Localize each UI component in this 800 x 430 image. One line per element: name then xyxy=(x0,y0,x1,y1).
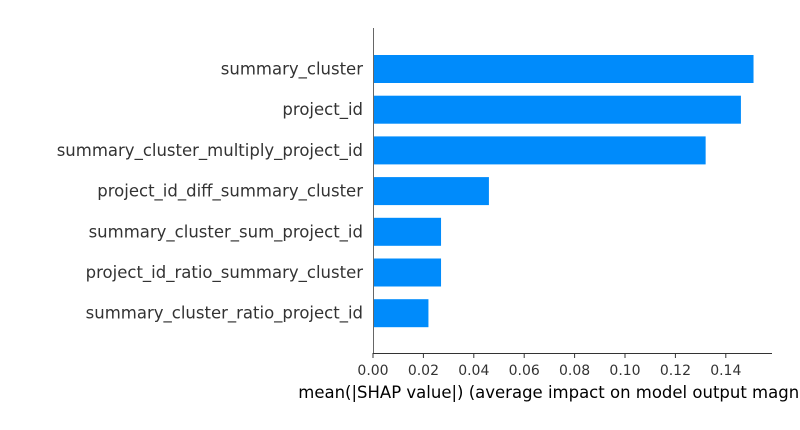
bars-layer xyxy=(373,55,754,328)
x-tick-label: 0.12 xyxy=(660,363,691,379)
bar-project-id xyxy=(373,95,741,124)
bar-summary-cluster-sum-project-id xyxy=(373,217,442,246)
x-tick-label: 0.00 xyxy=(357,363,388,379)
bar-summary-cluster-ratio-project-id xyxy=(373,299,429,328)
category-label: project_id xyxy=(282,100,363,120)
x-tick-label: 0.10 xyxy=(609,363,640,379)
category-label: project_id_ratio_summary_cluster xyxy=(86,263,364,283)
category-label: project_id_diff_summary_cluster xyxy=(97,182,363,202)
x-tick-label: 0.08 xyxy=(559,363,590,379)
category-label: summary_cluster_sum_project_id xyxy=(89,222,363,242)
bar-project-id-ratio-summary-cluster xyxy=(373,258,442,287)
x-tick-label: 0.14 xyxy=(710,363,741,379)
x-tick-label: 0.06 xyxy=(509,363,540,379)
bar-summary-cluster xyxy=(373,55,754,83)
x-tick-label: 0.02 xyxy=(408,363,439,379)
category-label: summary_cluster xyxy=(221,60,363,80)
bar-project-id-diff-summary-cluster xyxy=(373,177,489,206)
category-labels-layer: summary_cluster project_id summary_cluster… xyxy=(57,60,364,324)
x-tick-label: 0.04 xyxy=(458,363,489,379)
axis-layer xyxy=(373,28,772,354)
bar-summary-cluster-multiply-project-id xyxy=(373,136,706,165)
x-axis-title: mean(|SHAP value|) (average impact on mo… xyxy=(298,383,800,402)
category-label: summary_cluster_ratio_project_id xyxy=(86,304,363,324)
x-ticks-layer: 0.00 0.02 0.04 0.06 0.08 0.10 0.12 0.14 xyxy=(357,353,741,379)
category-label: summary_cluster_multiply_project_id xyxy=(57,141,363,161)
